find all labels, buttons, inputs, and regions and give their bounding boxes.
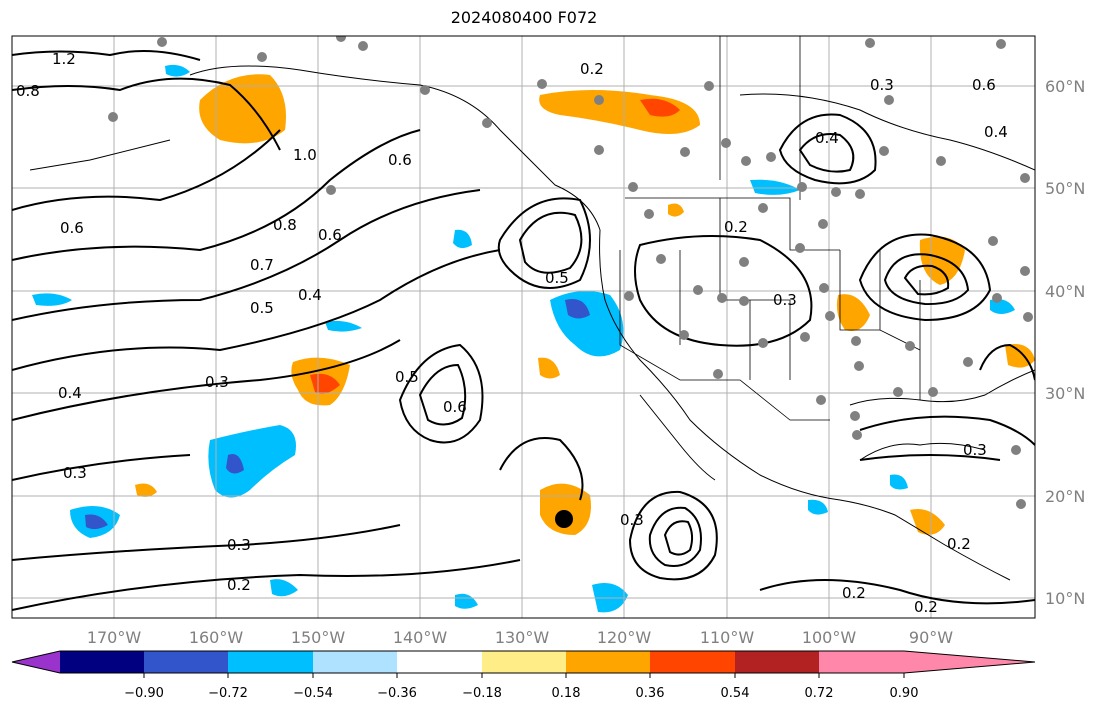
- colorbar-tick-label: −0.54: [293, 686, 333, 701]
- colorbar-tick-label: 0.90: [890, 686, 919, 701]
- map-title: 2024080400 F072: [450, 8, 598, 27]
- lat-label: 20°N: [1045, 487, 1085, 506]
- colorbar-tick-label: −0.18: [462, 686, 502, 701]
- lat-label: 30°N: [1045, 384, 1085, 403]
- contour-label: 1.2: [52, 50, 76, 68]
- lon-label: 110°W: [700, 628, 755, 647]
- coastlines: [29, 65, 1035, 581]
- colorbar-segment: [482, 651, 566, 673]
- contour-label: 0.3: [870, 76, 894, 94]
- contour-label: 0.2: [580, 60, 604, 78]
- contour-label: 0.6: [972, 76, 996, 94]
- colorbar-tick-label: 0.72: [805, 686, 834, 701]
- contour-label: 0.3: [63, 464, 87, 482]
- colorbar-tick-label: 0.54: [721, 686, 750, 701]
- lat-label: 40°N: [1045, 282, 1085, 301]
- longitude-labels: 170°W 160°W 150°W 140°W 130°W 120°W 110°…: [87, 628, 953, 647]
- lon-label: 90°W: [909, 628, 953, 647]
- colorbar-tick-label: 0.18: [552, 686, 581, 701]
- gridlines: [12, 36, 1035, 618]
- station-markers: [108, 36, 1033, 509]
- contour-label: 0.4: [984, 123, 1008, 141]
- colorbar-ticks: [143, 673, 905, 678]
- contour-lines: [12, 50, 1035, 611]
- contour-label: 1.0: [293, 146, 317, 164]
- colorbar-segment: [819, 651, 904, 673]
- colorbar-tick-label: −0.36: [377, 686, 417, 701]
- contour-label: 0.3: [620, 511, 644, 529]
- lon-label: 100°W: [802, 628, 857, 647]
- colorbar-segment: [228, 651, 313, 673]
- contour-labels: 1.2 0.8 1.0 0.6 0.7 0.5 0.4 0.3 0.2 0.3 …: [16, 50, 1008, 616]
- colorbar: −0.90 −0.72 −0.54 −0.36 −0.18 0.18 0.36 …: [11, 650, 1036, 701]
- contour-label: 0.4: [58, 384, 82, 402]
- contour-label: 0.6: [60, 219, 84, 237]
- latitude-labels: 60°N 50°N 40°N 30°N 20°N 10°N: [1045, 77, 1085, 608]
- contour-label: 0.5: [545, 269, 569, 287]
- colorbar-segment: [397, 651, 482, 673]
- contour-label: 0.4: [298, 286, 322, 304]
- contour-label: 0.5: [395, 368, 419, 386]
- lon-label: 170°W: [87, 628, 142, 647]
- colorbar-segment: [735, 651, 819, 673]
- contour-label: 0.6: [388, 151, 412, 169]
- contour-label: 0.8: [273, 216, 297, 234]
- lon-label: 130°W: [495, 628, 550, 647]
- lon-label: 150°W: [291, 628, 346, 647]
- colorbar-tick-label: −0.72: [208, 686, 248, 701]
- contour-label: 0.4: [815, 129, 839, 147]
- storm-center-marker: [555, 510, 573, 528]
- contour-label: 0.2: [914, 598, 938, 616]
- colorbar-segment: [566, 651, 650, 673]
- contour-label: 0.3: [227, 536, 251, 554]
- contour-label: 0.2: [947, 535, 971, 553]
- colorbar-segment: [650, 651, 735, 673]
- map-frame: [11, 35, 1036, 619]
- lat-label: 60°N: [1045, 77, 1085, 96]
- colorbar-tick-label: 0.36: [636, 686, 665, 701]
- contour-label: 0.2: [724, 218, 748, 236]
- colorbar-segment: [60, 651, 144, 673]
- map-area: [12, 36, 1035, 618]
- political-borders: [619, 36, 921, 421]
- contour-label: 0.2: [227, 576, 251, 594]
- contour-label: 0.8: [16, 82, 40, 100]
- negative-shading: [32, 64, 1015, 613]
- contour-label: 0.5: [250, 299, 274, 317]
- lat-label: 10°N: [1045, 589, 1085, 608]
- contour-label: 0.3: [205, 373, 229, 391]
- contour-label: 0.6: [318, 226, 342, 244]
- lat-label: 50°N: [1045, 179, 1085, 198]
- lon-label: 140°W: [393, 628, 448, 647]
- lon-label: 160°W: [189, 628, 244, 647]
- colorbar-segment: [144, 651, 228, 673]
- contour-label: 0.6: [443, 398, 467, 416]
- colorbar-extend-right: [904, 651, 1035, 673]
- contour-label: 0.3: [963, 441, 987, 459]
- contour-label: 0.2: [842, 584, 866, 602]
- colorbar-extend-left: [12, 651, 60, 673]
- contour-label: 0.7: [250, 256, 274, 274]
- colorbar-tick-label: −0.90: [124, 686, 164, 701]
- colorbar-segment: [313, 651, 397, 673]
- lon-label: 120°W: [597, 628, 652, 647]
- contour-label: 0.3: [773, 291, 797, 309]
